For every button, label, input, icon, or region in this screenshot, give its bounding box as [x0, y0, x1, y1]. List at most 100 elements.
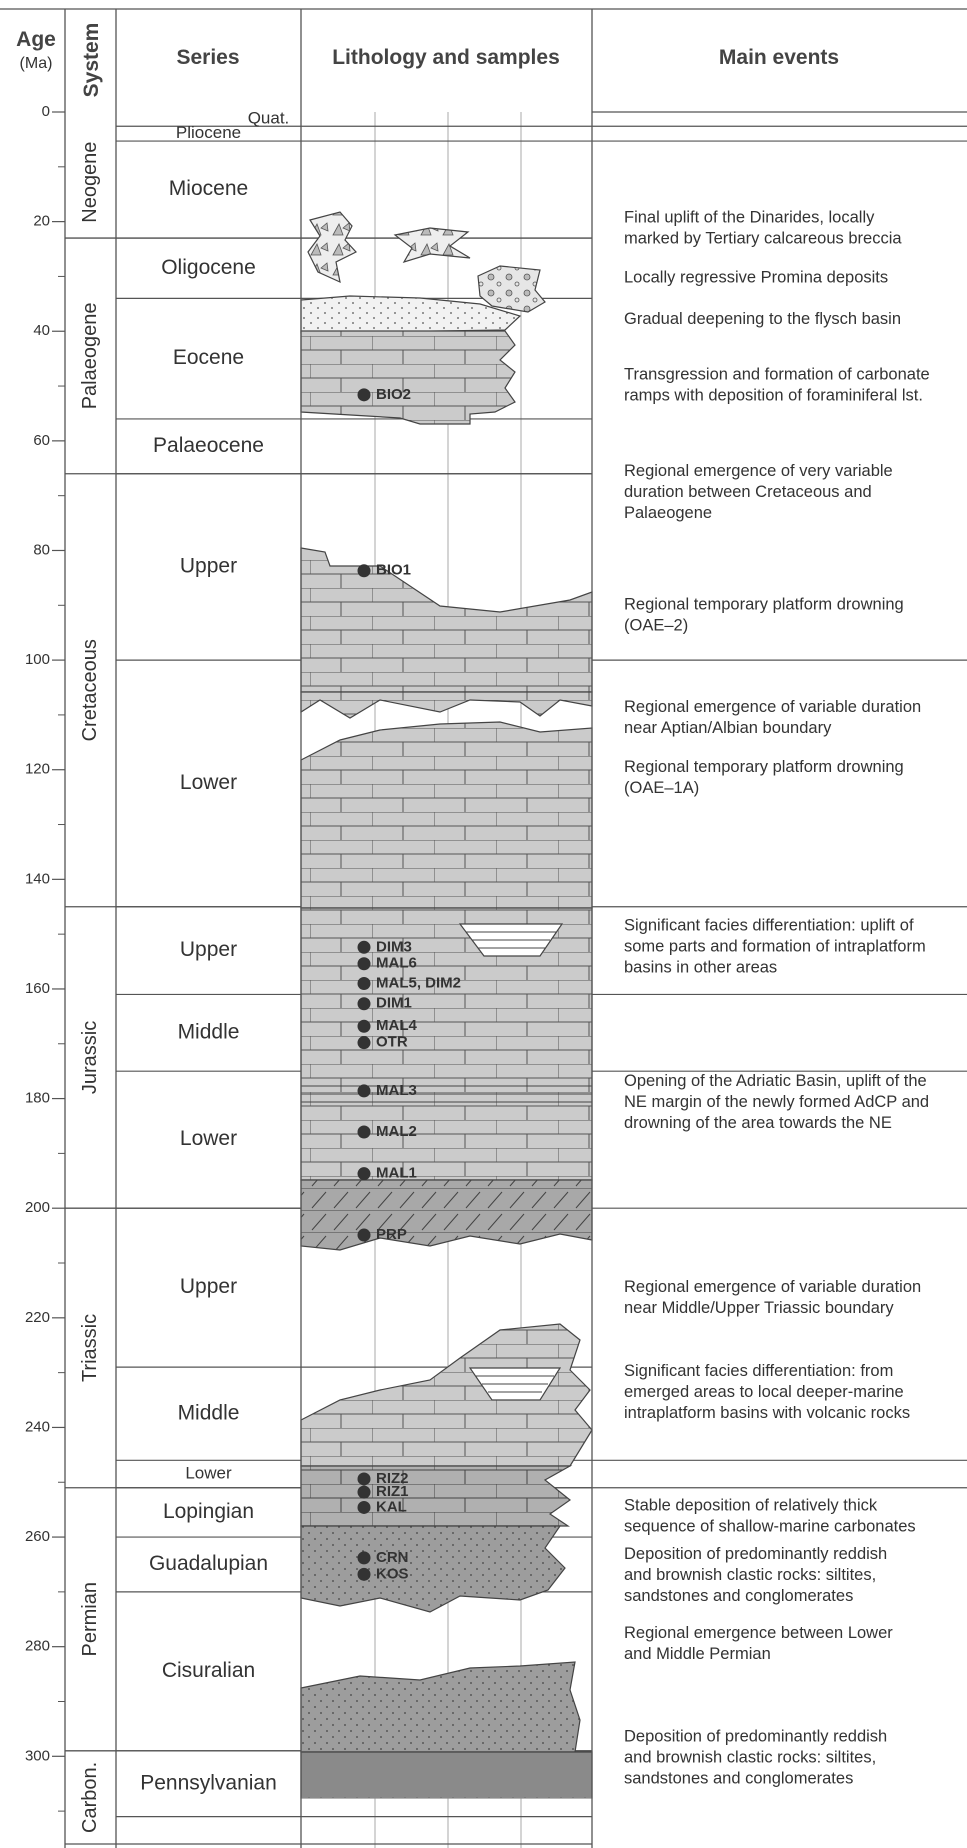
event-text: (OAE–1A): [624, 779, 699, 797]
event-text: Stable deposition of relatively thick: [624, 1497, 878, 1515]
event-text: Gradual deepening to the flysch basin: [624, 310, 901, 328]
age-tick-label: 0: [42, 103, 50, 120]
conglomerate: [477, 265, 546, 313]
series-label: Upper: [180, 1275, 237, 1298]
header-series: Series: [176, 46, 239, 69]
event-text: Final uplift of the Dinarides, locally: [624, 209, 875, 227]
sample-label: MAL1: [376, 1165, 417, 1182]
age-tick-label: 180: [25, 1090, 50, 1107]
series-label: Eocene: [173, 346, 244, 369]
sample-label: KOS: [376, 1565, 409, 1582]
clastics: [300, 1751, 593, 1799]
event-text: Regional emergence between Lower: [624, 1624, 893, 1642]
breccia: [393, 227, 471, 264]
sample-label: MAL6: [376, 955, 417, 972]
sample-point: [357, 976, 371, 990]
event-text: some parts and formation of intraplatfor…: [624, 937, 926, 955]
event-text: intraplatform basins with volcanic rocks: [624, 1404, 910, 1422]
sample-point: [357, 1551, 371, 1565]
sample-label: OTR: [376, 1034, 408, 1051]
sample-point: [357, 1084, 371, 1098]
sample-label: RIZ1: [376, 1483, 409, 1500]
breccia: [307, 211, 357, 284]
event-text: sandstones and conglomerates: [624, 1587, 853, 1605]
series-label: Miocene: [169, 177, 248, 200]
event-text: and Middle Permian: [624, 1645, 771, 1663]
series-label: Oligocene: [161, 256, 256, 279]
event-text: (OAE–2): [624, 617, 688, 635]
event-text: Deposition of predominantly reddish: [624, 1545, 887, 1563]
series-label: Cisuralian: [162, 1659, 255, 1682]
system-label: Jurassic: [79, 1021, 101, 1094]
sample-point: [357, 1167, 371, 1181]
header-system: System: [80, 23, 103, 98]
event-text: Regional emergence of variable duration: [624, 698, 921, 716]
labels: Age (Ma) System Series Lithology and sam…: [0, 8, 967, 1848]
age-tick-label: 100: [25, 651, 50, 668]
age-tick-label: 260: [25, 1528, 50, 1545]
series-label: Upper: [180, 938, 237, 961]
header-age-unit: (Ma): [20, 55, 53, 72]
sample-label: DIM3: [376, 938, 412, 955]
age-tick-label: 300: [25, 1747, 50, 1764]
series-label: Lower: [180, 1127, 237, 1150]
event-text: and brownish clastic rocks: siltites,: [624, 1748, 876, 1766]
event-text: Deposition of predominantly reddish: [624, 1727, 887, 1745]
age-tick-label: 120: [25, 761, 50, 778]
limestone: [300, 691, 593, 719]
sample-label: DIM1: [376, 995, 412, 1012]
sample-point: [357, 388, 371, 402]
series-label: Lower: [185, 1464, 232, 1483]
event-text: sandstones and conglomerates: [624, 1769, 853, 1787]
event-text: Locally regressive Promina deposits: [624, 268, 888, 286]
event-text: Regional temporary platform drowning: [624, 758, 904, 776]
event-text: Regional emergence of variable duration: [624, 1278, 921, 1296]
series-label: Guadalupian: [149, 1552, 268, 1575]
sample-point: [357, 940, 371, 954]
sample-point: [357, 997, 371, 1011]
event-text: Palaeogene: [624, 504, 712, 522]
series-label: Pennsylvanian: [140, 1771, 277, 1794]
sample-point: [357, 1485, 371, 1499]
basin-lines: [466, 931, 556, 949]
limestone: [300, 1323, 593, 1467]
sample-label: RIZ2: [376, 1470, 409, 1487]
event-text: Regional temporary platform drowning: [624, 596, 904, 614]
sample-point: [357, 1500, 371, 1514]
series-label: Palaeocene: [153, 434, 264, 457]
age-tick-label: 220: [25, 1309, 50, 1326]
sample-label: MAL4: [376, 1017, 417, 1034]
series-label: Middle: [178, 1020, 240, 1043]
series-label: Quat.: [248, 109, 290, 128]
age-tick-label: 240: [25, 1418, 50, 1435]
event-text: near Aptian/Albian boundary: [624, 719, 832, 737]
system-label: Carbon.: [79, 1762, 101, 1833]
sample-point: [357, 564, 371, 578]
limestone: [300, 330, 516, 425]
clastics: [300, 1661, 581, 1753]
system-label: Permian: [79, 1582, 101, 1656]
series-label: Pliocene: [176, 123, 241, 142]
sample-point: [357, 1567, 371, 1581]
sample-point: [357, 957, 371, 971]
series-label: Lower: [180, 771, 237, 794]
event-text: NE margin of the newly formed AdCP and: [624, 1093, 929, 1111]
lithology: [300, 211, 593, 1799]
age-tick-label: 280: [25, 1638, 50, 1655]
event-text: emerged areas to local deeper-marine: [624, 1383, 904, 1401]
age-tick-label: 60: [33, 432, 50, 449]
sample-label: MAL3: [376, 1082, 417, 1099]
limestone-dark: [300, 1465, 573, 1527]
sample-point: [357, 1019, 371, 1033]
series-label: Lopingian: [163, 1500, 254, 1523]
header-events: Main events: [719, 46, 839, 69]
event-text: drowning of the area towards the NE: [624, 1114, 892, 1132]
sample-point: [357, 1125, 371, 1139]
age-tick-label: 160: [25, 980, 50, 997]
age-tick-label: 80: [33, 541, 50, 558]
sample-label: KAL: [376, 1498, 407, 1515]
sample-point: [357, 1228, 371, 1242]
event-text: near Middle/Upper Triassic boundary: [624, 1299, 894, 1317]
